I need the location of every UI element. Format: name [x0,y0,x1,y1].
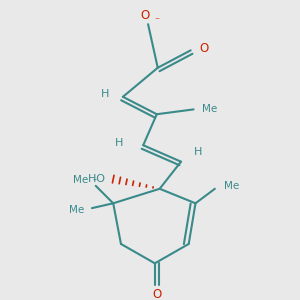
Text: Me: Me [224,181,239,191]
Text: ⁻: ⁻ [155,16,160,26]
Text: -O: -O [92,174,106,184]
Text: O: O [152,288,161,300]
Text: Me: Me [69,205,84,215]
Text: H: H [101,89,110,99]
Text: H: H [115,138,123,148]
Text: H: H [194,147,202,157]
Text: O: O [200,42,208,55]
Text: H: H [87,174,96,184]
Text: Me: Me [202,104,218,114]
Text: O: O [140,9,150,22]
Text: Me: Me [73,175,88,185]
